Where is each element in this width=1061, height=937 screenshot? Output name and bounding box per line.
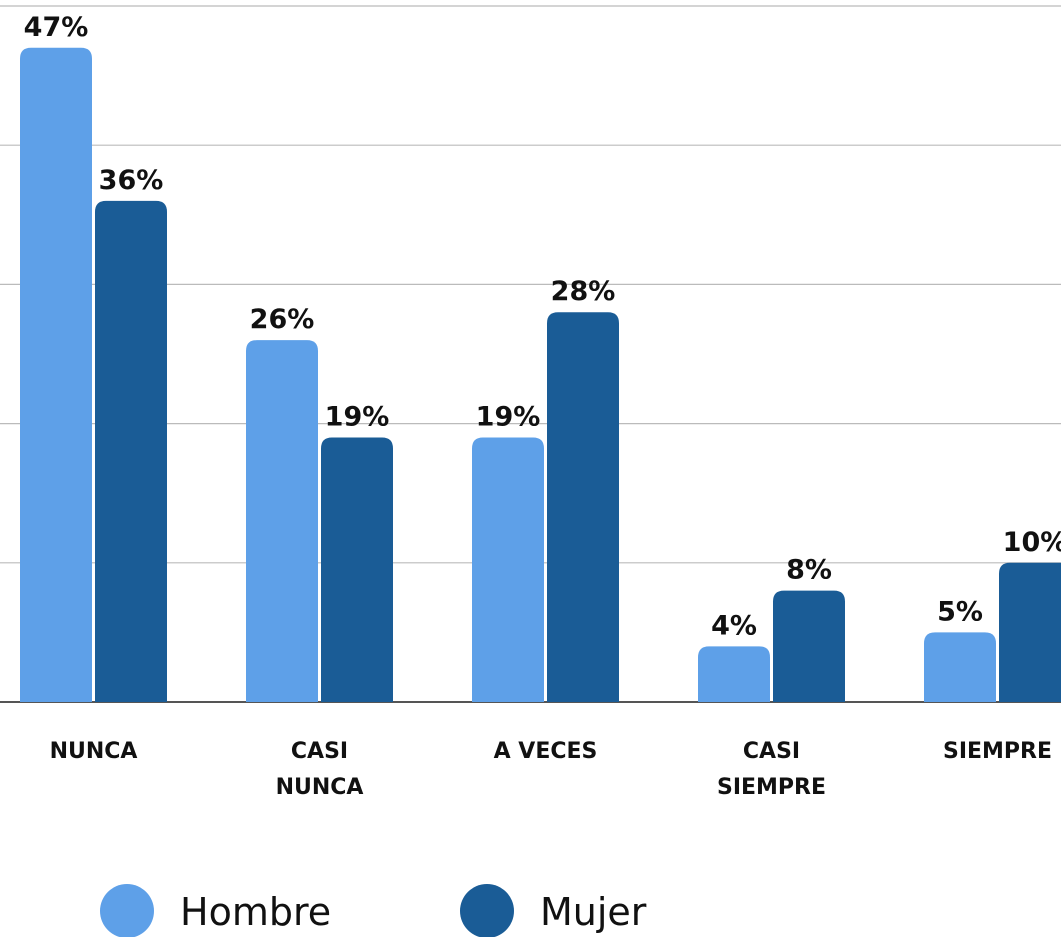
- value-label: 26%: [250, 304, 315, 335]
- bar: [20, 47, 92, 702]
- value-label: 47%: [24, 12, 89, 43]
- bar: [698, 646, 770, 702]
- legend-label: Hombre: [180, 890, 331, 934]
- x-tick-label-line: SIEMPRE: [717, 775, 826, 800]
- value-label: 10%: [1003, 527, 1061, 558]
- value-label: 4%: [711, 610, 757, 641]
- bar: [999, 562, 1061, 702]
- bar: [95, 200, 167, 702]
- value-label: 5%: [937, 596, 983, 627]
- bar: [773, 590, 845, 702]
- x-tick-label: A VECES: [494, 739, 598, 764]
- value-label: 8%: [786, 555, 832, 586]
- x-tick-label-line: CASI: [291, 739, 348, 764]
- legend-swatch: [100, 884, 154, 937]
- value-label: 36%: [99, 165, 164, 196]
- x-tick-label-line: SIEMPRE: [943, 739, 1052, 764]
- value-label: 19%: [476, 402, 541, 433]
- value-label: 19%: [325, 402, 390, 433]
- x-tick-label: SIEMPRE: [943, 739, 1052, 764]
- bar: [472, 437, 544, 702]
- value-label: 28%: [551, 276, 616, 307]
- bar: [924, 632, 996, 702]
- legend-label: Mujer: [540, 890, 647, 934]
- x-tick-label-line: NUNCA: [276, 775, 364, 800]
- x-tick-label: CASI NUNCA: [276, 739, 364, 800]
- legend-swatch: [460, 884, 514, 937]
- bar: [246, 340, 318, 702]
- x-tick-label: NUNCA: [50, 739, 138, 764]
- x-tick-label-line: NUNCA: [50, 739, 138, 764]
- x-tick-label-line: CASI: [743, 739, 800, 764]
- bar: [321, 437, 393, 702]
- x-tick-label-line: A VECES: [494, 739, 598, 764]
- x-tick-label: CASI SIEMPRE: [717, 739, 826, 800]
- bar: [547, 312, 619, 702]
